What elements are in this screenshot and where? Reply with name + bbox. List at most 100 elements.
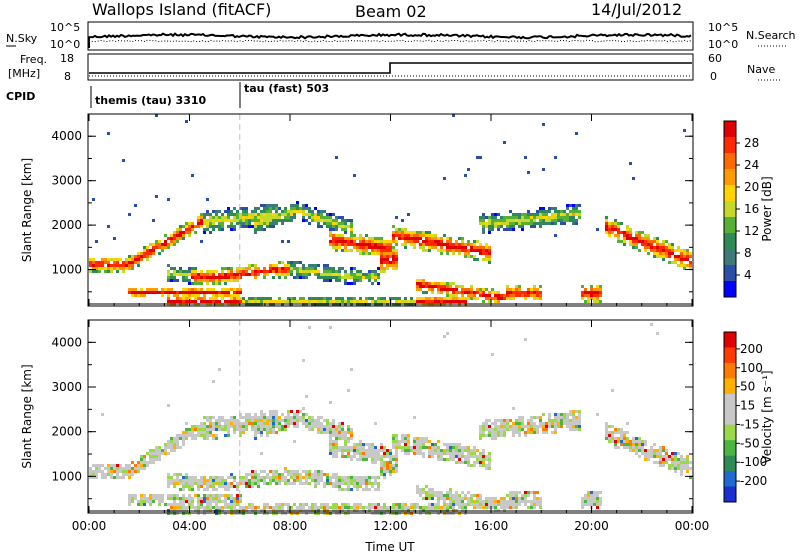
- velocity-cell: [461, 461, 464, 464]
- velocity-cell: [152, 452, 155, 455]
- power-cell: [254, 276, 257, 279]
- velocity-cell: [89, 467, 92, 470]
- velocity-cell: [662, 446, 665, 449]
- velocity-cell: [260, 428, 263, 431]
- power-cell: [386, 258, 389, 261]
- velocity-cell: [173, 440, 176, 443]
- velocity-cell: [413, 443, 416, 446]
- velocity-cell: [674, 464, 677, 467]
- power-cell: [374, 270, 377, 273]
- velocity-cell: [563, 413, 566, 416]
- velocity-cell: [239, 413, 242, 416]
- power-cell: [134, 291, 137, 294]
- power-cell: [362, 300, 365, 303]
- velocity-cell: [527, 425, 530, 428]
- power-cell: [227, 219, 230, 222]
- power-cell: [422, 297, 425, 300]
- velocity-cell: [539, 497, 542, 500]
- power-cell: [443, 285, 446, 288]
- power-cell: [179, 237, 182, 240]
- velocity-cell: [251, 419, 254, 422]
- power-cell: [494, 222, 497, 225]
- velocity-cell: [365, 452, 368, 455]
- velocity-cell: [134, 467, 137, 470]
- velocity-cell: [218, 476, 221, 479]
- velocity-cell: [485, 434, 488, 437]
- velocity-cell: [539, 425, 542, 428]
- velocity-cell: [554, 419, 557, 422]
- velocity-cell: [368, 455, 371, 458]
- power-cell: [296, 276, 299, 279]
- velocity-cell: [236, 488, 239, 491]
- power-cell: [350, 237, 353, 240]
- power-cell: [626, 234, 629, 237]
- power-cell: [242, 273, 245, 276]
- power-cell: [299, 261, 302, 264]
- power-cell: [632, 237, 635, 240]
- velocity-cell: [422, 437, 425, 440]
- power-cell: [536, 213, 539, 216]
- colorbar-segment: [724, 185, 736, 202]
- power-cell: [494, 213, 497, 216]
- velocity-cell: [284, 425, 287, 428]
- power-cell: [269, 270, 272, 273]
- velocity-cell: [341, 449, 344, 452]
- velocity-cell: [326, 428, 329, 431]
- velocity-cell: [176, 497, 179, 500]
- freq-unit: [MHz]: [8, 67, 40, 80]
- velocity-cell: [587, 503, 590, 506]
- velocity-cell: [185, 500, 188, 503]
- velocity-cell: [434, 506, 437, 509]
- velocity-cell: [209, 494, 212, 497]
- power-cell: [242, 297, 245, 300]
- velocity-cell: [440, 497, 443, 500]
- power-cell: [521, 291, 524, 294]
- velocity-cell: [425, 437, 428, 440]
- velocity-cell: [353, 455, 356, 458]
- velocity-cell: [581, 506, 584, 509]
- power-cell: [212, 222, 215, 225]
- velocity-cell: [158, 452, 161, 455]
- power-cell: [230, 288, 233, 291]
- power-cell: [524, 219, 527, 222]
- velocity-cell: [419, 488, 422, 491]
- velocity-cell: [395, 443, 398, 446]
- power-cell: [455, 285, 458, 288]
- power-cell: [299, 276, 302, 279]
- velocity-cell: [203, 431, 206, 434]
- power-cell: [338, 225, 341, 228]
- power-cell: [209, 300, 212, 303]
- velocity-cell: [479, 494, 482, 497]
- power-cell: [560, 222, 563, 225]
- velocity-cell: [680, 458, 683, 461]
- colorbar-tick-label: -200: [740, 474, 767, 488]
- power-cell: [233, 294, 236, 297]
- velocity-cell: [482, 458, 485, 461]
- power-cell: [206, 300, 209, 303]
- power-cell: [647, 234, 650, 237]
- power-cell: [653, 240, 656, 243]
- velocity-cell: [239, 497, 242, 500]
- power-cell: [188, 294, 191, 297]
- velocity-cell: [488, 500, 491, 503]
- velocity-cell: [266, 431, 269, 434]
- power-cell: [473, 240, 476, 243]
- velocity-cell: [632, 449, 635, 452]
- power-cell: [359, 234, 362, 237]
- power-cell: [242, 270, 245, 273]
- power-cell: [200, 282, 203, 285]
- velocity-cell: [305, 395, 308, 398]
- power-cell: [338, 297, 341, 300]
- power-cell: [437, 300, 440, 303]
- velocity-cell: [212, 494, 215, 497]
- power-cell: [341, 300, 344, 303]
- power-cell: [377, 243, 380, 246]
- velocity-cell: [650, 446, 653, 449]
- velocity-cell: [362, 488, 365, 491]
- power-cell: [104, 261, 107, 264]
- velocity-cell: [281, 476, 284, 479]
- velocity-cell: [503, 503, 506, 506]
- power-cell: [116, 258, 119, 261]
- velocity-cell: [353, 506, 356, 509]
- velocity-cell: [383, 461, 386, 464]
